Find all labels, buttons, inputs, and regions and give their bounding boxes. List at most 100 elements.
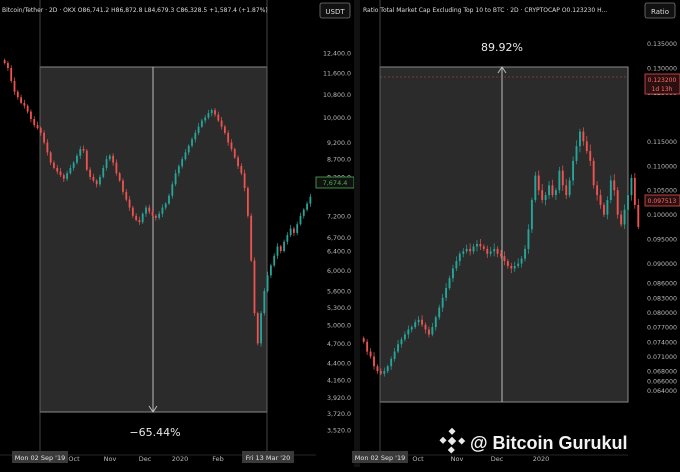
left-candle: [39, 126, 42, 136]
left-candle: [72, 161, 75, 171]
right-candle-body: [548, 185, 550, 196]
left-candle: [177, 164, 180, 177]
watermark-text: @ Bitcoin Gurukul: [470, 433, 628, 453]
left-candle-body: [92, 176, 95, 181]
right-candle: [486, 245, 489, 258]
right-candle-body: [620, 214, 623, 225]
left-candle-body: [3, 60, 6, 64]
right-candle: [376, 364, 379, 374]
right-candle: [599, 189, 602, 209]
right-candle-body: [397, 344, 399, 352]
left-x-axis[interactable]: Oct Nov Dec 2020 Feb: [68, 455, 223, 463]
right-x-tick-label: Nov: [451, 455, 464, 463]
right-unit-badge-text[interactable]: Ratio: [651, 8, 669, 16]
right-y-tick-label: 0.105000: [647, 188, 677, 195]
right-price-tag-1: 0.123200 1d 13h: [644, 73, 680, 95]
left-candle-body: [95, 180, 98, 185]
left-candle: [256, 311, 259, 346]
left-currency-badge-text[interactable]: USDT: [325, 8, 345, 16]
right-candle-body: [410, 327, 413, 330]
right-candle: [431, 323, 434, 337]
right-candle-body: [551, 185, 554, 196]
left-candle: [36, 121, 39, 130]
left-candle: [220, 116, 223, 130]
left-candle: [164, 202, 167, 210]
left-candle-body: [23, 102, 26, 106]
left-candle: [138, 216, 141, 225]
left-candle: [30, 109, 32, 123]
left-currency-badge-box[interactable]: [319, 2, 351, 19]
right-x-axis[interactable]: Oct Nov Dec 2020: [412, 455, 549, 463]
left-candle-body: [276, 246, 279, 256]
left-candle-body: [20, 97, 22, 103]
right-candle-body: [568, 180, 571, 196]
right-candle-body: [582, 131, 585, 142]
right-y-tick-label: 0.077000: [647, 325, 677, 332]
right-candle: [582, 127, 585, 146]
left-candle: [23, 99, 26, 109]
right-measure-label: 89.92%: [481, 41, 523, 54]
left-candle-body: [66, 173, 69, 179]
left-candle: [223, 124, 226, 135]
left-candle: [181, 156, 184, 169]
left-date-end-box: [242, 451, 294, 463]
left-candle-body: [306, 203, 308, 210]
left-candle: [210, 108, 213, 117]
left-candle-body: [89, 169, 92, 177]
right-candle-body: [386, 366, 389, 372]
right-candle-body: [427, 329, 430, 335]
right-unit-badge[interactable]: Ratio: [644, 2, 676, 19]
left-candle-body: [72, 162, 75, 168]
left-y-tick-label: 6,700.0: [327, 235, 351, 242]
left-candle: [233, 147, 236, 159]
left-candle: [279, 244, 282, 254]
right-price-tag-2-text: 0.097513: [648, 198, 677, 205]
right-candle: [592, 157, 595, 189]
right-y-axis[interactable]: 0.1350000.1300000.1250000.1150000.110000…: [647, 41, 677, 395]
right-candle-body: [500, 253, 502, 257]
right-candle-body: [630, 178, 633, 196]
right-candle-body: [369, 351, 372, 357]
right-candle: [410, 325, 413, 333]
right-candle-body: [558, 170, 561, 191]
left-candle: [302, 208, 305, 219]
left-candle: [99, 174, 101, 187]
panel-divider: [354, 0, 360, 467]
left-candle-body: [59, 171, 62, 176]
right-candle: [445, 283, 448, 301]
right-y-tick-label: 0.074000: [647, 339, 677, 346]
left-candle-body: [62, 175, 65, 179]
right-candle: [465, 244, 468, 254]
right-measure-arrowhead: [497, 66, 507, 74]
right-candle: [403, 331, 406, 342]
left-currency-badge[interactable]: USDT: [319, 2, 351, 19]
right-candle-body: [575, 146, 578, 161]
left-candle-body: [85, 150, 88, 170]
left-candle: [266, 271, 269, 293]
left-candle: [112, 153, 115, 166]
right-y-tick-label: 0.100000: [647, 212, 677, 219]
left-candle-body: [39, 128, 42, 133]
right-candle: [527, 224, 530, 254]
right-candle-body: [424, 324, 427, 330]
right-candle: [493, 243, 496, 257]
right-candle: [424, 322, 427, 334]
right-unit-badge-box[interactable]: [644, 2, 676, 19]
right-candle-body: [616, 190, 619, 215]
left-candle: [270, 263, 272, 279]
right-candle: [489, 246, 492, 257]
left-measure-arrowhead: [148, 405, 158, 413]
left-candle: [289, 224, 292, 237]
right-candle-body: [390, 358, 393, 367]
left-candle-body: [233, 149, 236, 158]
left-price-tag: 7,674.4: [315, 176, 355, 189]
left-candle-body: [194, 132, 197, 140]
left-candle-body: [69, 167, 72, 174]
left-y-tick-label: 10,000.0: [323, 115, 351, 122]
left-y-tick-label: 5,300.0: [327, 305, 351, 312]
left-candle: [122, 178, 124, 195]
left-y-axis[interactable]: 12,400.0 11,600.0 10,800.0 10,000.0 9,200.0 8…: [323, 51, 351, 435]
left-candle-body: [260, 313, 262, 344]
left-candle-body: [181, 159, 184, 167]
left-candle: [108, 153, 111, 162]
